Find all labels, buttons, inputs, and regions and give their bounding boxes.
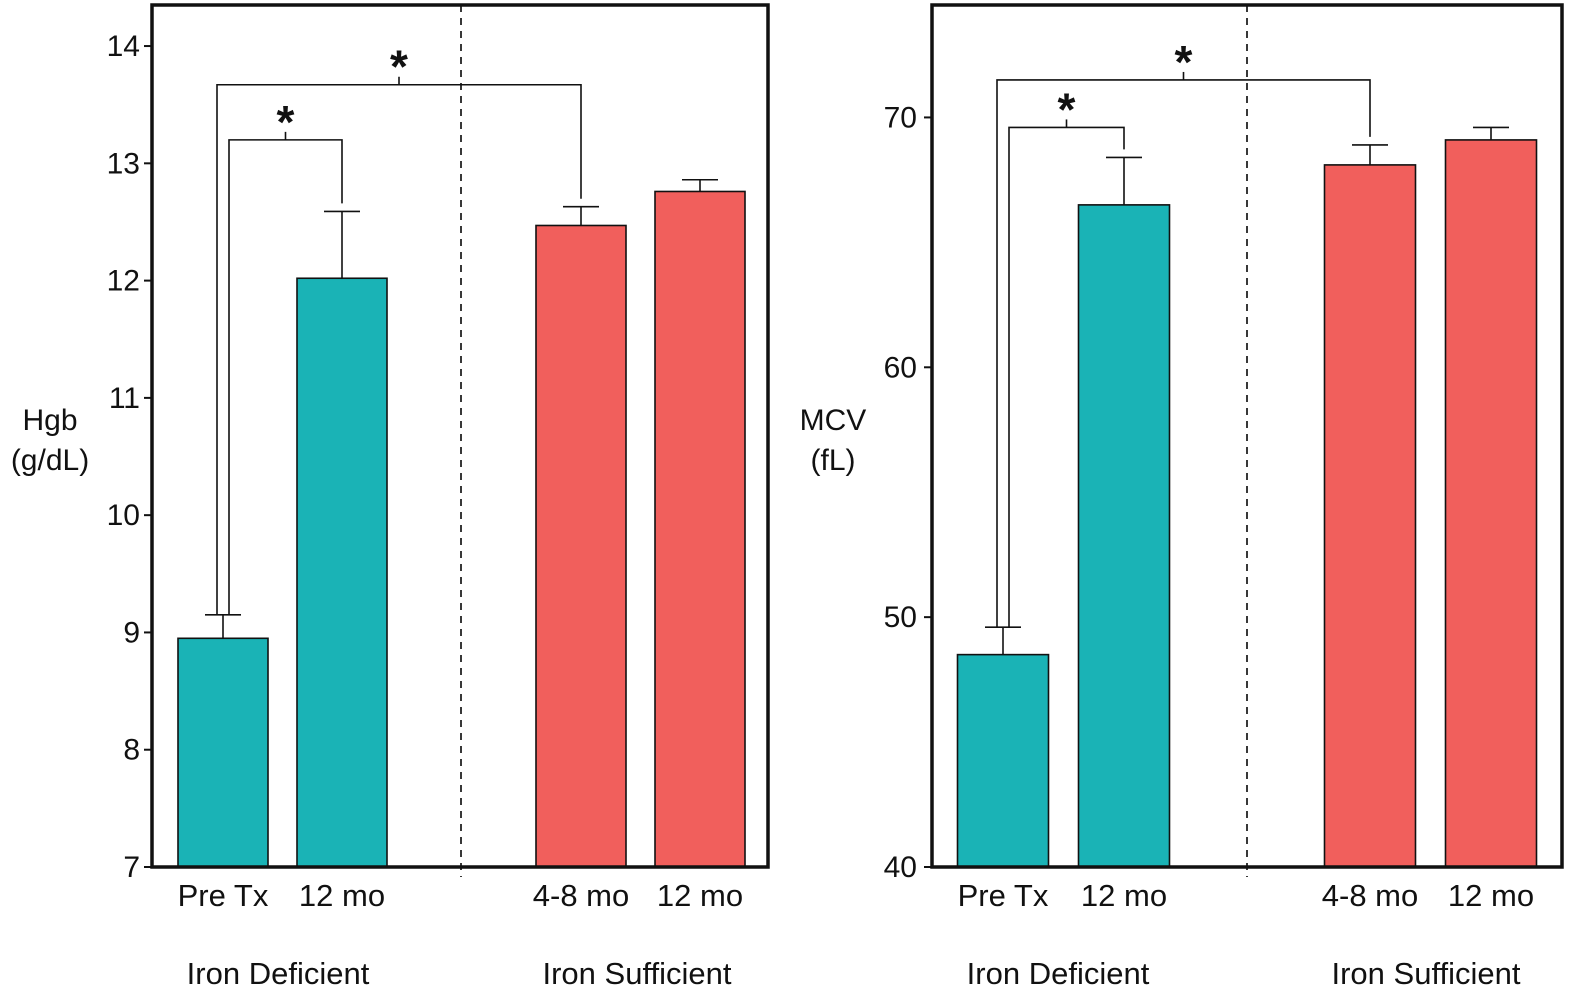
x-category-label: 12 mo: [1081, 878, 1167, 913]
bar: [1077, 204, 1171, 868]
significance-bracket: [216, 83, 582, 615]
bar: [535, 224, 627, 868]
x-category-label: Pre Tx: [178, 878, 269, 913]
significance-star: *: [390, 41, 408, 93]
bar: [956, 653, 1050, 868]
y-tick-label: 8: [123, 734, 140, 767]
plot-frame: [930, 3, 1564, 869]
y-tick-label: 12: [107, 265, 140, 298]
y-tick-label: 11: [109, 382, 140, 415]
significance-bracket: [228, 139, 343, 615]
y-tick-label: 40: [884, 851, 917, 884]
x-group-label: Iron Sufficient: [1332, 956, 1521, 991]
y-tick-label: 14: [107, 30, 140, 63]
x-group-label: Iron Deficient: [967, 956, 1150, 991]
bar: [177, 637, 269, 868]
x-group-label: Iron Deficient: [187, 956, 370, 991]
bar: [296, 277, 388, 868]
x-group-label: Iron Sufficient: [543, 956, 732, 991]
x-category-label: 4-8 mo: [533, 878, 629, 913]
significance-star: *: [277, 96, 295, 148]
y-tick-label: 9: [123, 616, 140, 649]
x-category-label: 12 mo: [299, 878, 385, 913]
chart-panel-1: Hgb (g/dL) 7 8 9 10 11 12 13 14 * * Pre Tx 12 mo 4-8 m…: [11, 3, 770, 991]
x-category-label: Pre Tx: [958, 878, 1049, 913]
significance-star: *: [1175, 36, 1193, 88]
chart-panel-2: MCV (fL) 40 50 60 70 * * Pre Tx 12 mo 4-8 mo 12 mo I…: [800, 3, 1564, 991]
x-category-label: 4-8 mo: [1322, 878, 1418, 913]
significance-bracket: [1008, 126, 1125, 628]
y-tick-label: 60: [884, 351, 917, 384]
x-category-label: 12 mo: [1448, 878, 1534, 913]
plot-frame: [150, 3, 770, 869]
significance-bracket: [996, 79, 1371, 628]
y-tick-label: 10: [107, 499, 140, 532]
y-axis-label-line: Hgb: [22, 404, 77, 437]
y-axis-label-line: (g/dL): [11, 444, 89, 477]
y-axis-label-line: (fL): [811, 444, 856, 477]
bar: [654, 190, 746, 868]
y-tick-label: 70: [884, 101, 917, 134]
bar: [1323, 164, 1417, 868]
significance-star: *: [1058, 83, 1076, 135]
y-tick-label: 7: [123, 851, 140, 884]
y-axis-label-line: MCV: [800, 404, 867, 437]
y-tick-label: 13: [107, 147, 140, 180]
x-category-label: 12 mo: [657, 878, 743, 913]
y-tick-label: 50: [884, 601, 917, 634]
bar: [1444, 139, 1538, 868]
